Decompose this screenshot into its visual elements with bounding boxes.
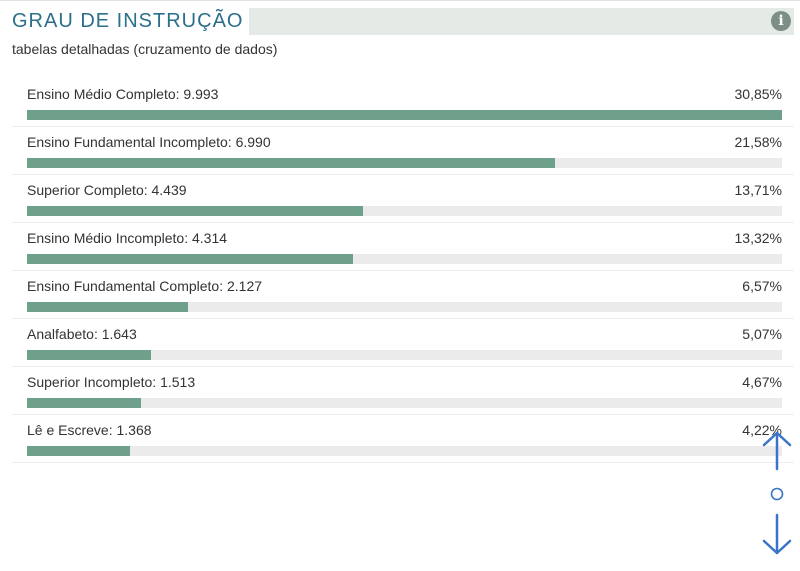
bar-fill bbox=[27, 158, 555, 168]
row-percent: 13,32% bbox=[735, 230, 782, 246]
panel-header: GRAU DE INSTRUÇÃO i bbox=[6, 8, 794, 35]
list-item: Ensino Médio Incompleto: 4.314 13,32% bbox=[12, 223, 794, 271]
bar-track bbox=[27, 254, 782, 264]
info-icon[interactable]: i bbox=[771, 11, 791, 31]
row-percent: 13,71% bbox=[735, 182, 782, 198]
row-label: Ensino Fundamental Incompleto: 6.990 bbox=[27, 134, 271, 150]
arrow-up-icon[interactable] bbox=[764, 433, 790, 469]
row-label: Superior Incompleto: 1.513 bbox=[27, 374, 195, 390]
list-item: Superior Completo: 4.439 13,71% bbox=[12, 175, 794, 223]
distribution-list: Ensino Médio Completo: 9.993 30,85% Ensi… bbox=[12, 79, 794, 463]
bar-fill bbox=[27, 206, 363, 216]
list-item: Ensino Fundamental Incompleto: 6.990 21,… bbox=[12, 127, 794, 175]
row-label: Lê e Escreve: 1.368 bbox=[27, 422, 152, 438]
row-label: Ensino Fundamental Completo: 2.127 bbox=[27, 278, 262, 294]
scroll-navigation bbox=[758, 429, 796, 559]
bar-track bbox=[27, 350, 782, 360]
row-label: Ensino Médio Incompleto: 4.314 bbox=[27, 230, 227, 246]
bar-fill bbox=[27, 398, 141, 408]
title-box: GRAU DE INSTRUÇÃO bbox=[6, 8, 249, 35]
bar-fill bbox=[27, 350, 151, 360]
bar-track bbox=[27, 446, 782, 456]
row-label: Superior Completo: 4.439 bbox=[27, 182, 187, 198]
row-label: Ensino Médio Completo: 9.993 bbox=[27, 86, 218, 102]
bar-fill bbox=[27, 254, 353, 264]
list-item: Lê e Escreve: 1.368 4,22% bbox=[12, 415, 794, 463]
bar-track bbox=[27, 302, 782, 312]
list-item: Superior Incompleto: 1.513 4,67% bbox=[12, 367, 794, 415]
list-item: Analfabeto: 1.643 5,07% bbox=[12, 319, 794, 367]
bar-fill bbox=[27, 302, 188, 312]
bar-fill bbox=[27, 110, 782, 120]
panel-subtitle: tabelas detalhadas (cruzamento de dados) bbox=[12, 41, 277, 57]
bar-track bbox=[27, 398, 782, 408]
row-label: Analfabeto: 1.643 bbox=[27, 326, 137, 342]
row-percent: 6,57% bbox=[742, 278, 782, 294]
bar-track bbox=[27, 110, 782, 120]
arrow-down-icon[interactable] bbox=[764, 515, 790, 553]
row-percent: 21,58% bbox=[735, 134, 782, 150]
bar-track bbox=[27, 158, 782, 168]
panel-title: GRAU DE INSTRUÇÃO bbox=[12, 10, 243, 33]
list-item: Ensino Médio Completo: 9.993 30,85% bbox=[12, 79, 794, 127]
list-item: Ensino Fundamental Completo: 2.127 6,57% bbox=[12, 271, 794, 319]
row-percent: 4,67% bbox=[742, 374, 782, 390]
bar-track bbox=[27, 206, 782, 216]
bar-fill bbox=[27, 446, 130, 456]
row-percent: 30,85% bbox=[735, 86, 782, 102]
circle-dot-icon[interactable] bbox=[772, 489, 783, 500]
row-percent: 5,07% bbox=[742, 326, 782, 342]
